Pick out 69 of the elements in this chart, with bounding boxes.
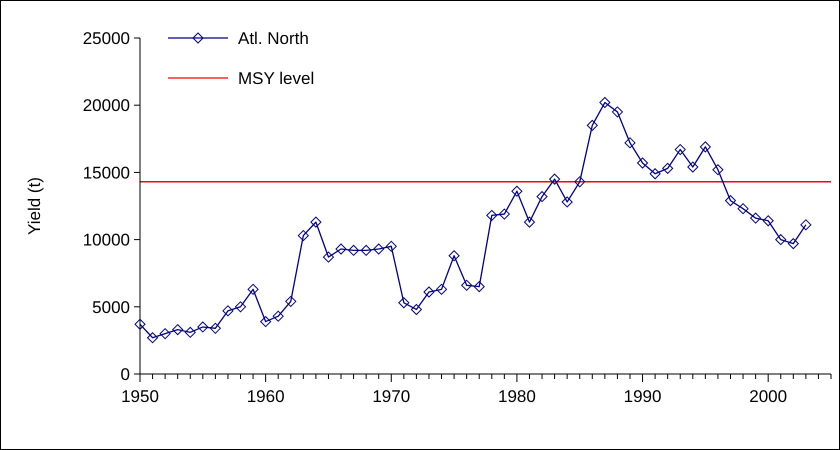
- point: [486, 210, 498, 221]
- y-tick-label: 20000: [82, 96, 130, 116]
- x-tick-label: 1990: [624, 387, 662, 406]
- x-tick-label: 1960: [246, 387, 285, 406]
- x-tick-label: 1980: [498, 387, 536, 406]
- x-tick-label: 2000: [749, 387, 788, 406]
- point: [674, 144, 686, 156]
- point: [160, 328, 171, 340]
- point: [448, 250, 460, 262]
- point: [775, 234, 786, 246]
- point: [586, 120, 598, 131]
- point: [712, 164, 724, 176]
- x-tick-label: 1950: [121, 387, 159, 406]
- point: [650, 168, 661, 180]
- point: [700, 141, 711, 152]
- point: [272, 310, 284, 322]
- point: [762, 215, 774, 226]
- point: [398, 297, 410, 308]
- point: [197, 321, 208, 332]
- point: [373, 244, 384, 255]
- point: [624, 137, 636, 148]
- point: [511, 186, 522, 197]
- point: [423, 286, 434, 298]
- legend-label: MSY level: [238, 68, 314, 88]
- point: [248, 284, 259, 295]
- point: [738, 203, 749, 214]
- point: [498, 208, 510, 220]
- y-tick-label: 5000: [92, 298, 130, 317]
- y-tick-label: 25000: [82, 28, 130, 48]
- point: [134, 318, 146, 330]
- point: [260, 316, 272, 328]
- point: [310, 216, 322, 228]
- point: [348, 244, 360, 256]
- point: [687, 162, 698, 173]
- point: [322, 252, 334, 263]
- point: [524, 216, 535, 228]
- point: [549, 174, 560, 185]
- point: [336, 244, 347, 255]
- point: [386, 240, 397, 252]
- point: [410, 304, 422, 315]
- point: [172, 324, 184, 336]
- y-axis-title: Yield (t): [25, 177, 44, 235]
- point: [612, 106, 623, 118]
- point: [800, 219, 812, 230]
- point: [750, 212, 762, 224]
- legend-label: Atl. North: [238, 28, 309, 48]
- y-tick-label: 10000: [82, 230, 130, 250]
- point: [184, 326, 196, 338]
- y-tick-label: 0: [120, 364, 130, 384]
- point: [536, 191, 548, 202]
- point: [574, 176, 586, 188]
- point: [474, 281, 485, 292]
- point: [599, 97, 610, 108]
- x-tick-label: 1970: [372, 387, 410, 406]
- point: [461, 280, 472, 291]
- point: [788, 238, 799, 250]
- point: [285, 296, 296, 307]
- y-tick-label: 15000: [82, 163, 130, 182]
- point: [222, 305, 234, 316]
- point: [637, 157, 648, 168]
- point: [662, 162, 674, 174]
- point: [360, 244, 372, 256]
- point: [210, 322, 221, 334]
- point: [298, 230, 309, 242]
- point: [562, 196, 573, 208]
- point: [436, 284, 448, 295]
- point: [147, 332, 158, 344]
- point: [724, 195, 736, 206]
- point: [235, 301, 246, 312]
